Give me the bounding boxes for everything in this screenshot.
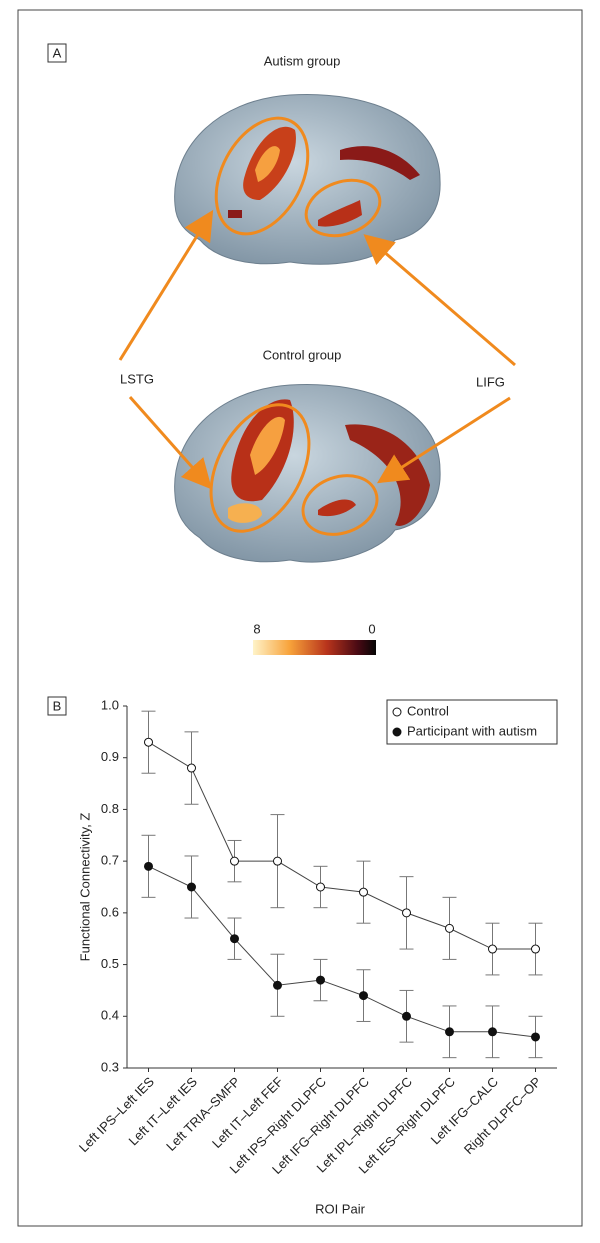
y-tick-label: 0.3 bbox=[101, 1059, 119, 1074]
arrows bbox=[118, 209, 516, 490]
y-tick-label: 1.0 bbox=[101, 697, 119, 712]
legend-label: Participant with autism bbox=[407, 723, 537, 738]
point bbox=[187, 763, 196, 773]
group-title: Autism group bbox=[264, 53, 341, 68]
point bbox=[402, 1011, 411, 1021]
series-line bbox=[148, 865, 536, 1038]
legend-box bbox=[386, 699, 558, 745]
y-tick-label: 0.4 bbox=[101, 1008, 119, 1023]
point bbox=[273, 980, 282, 990]
point bbox=[316, 882, 325, 892]
point bbox=[273, 856, 282, 866]
group-title: Control group bbox=[263, 347, 342, 362]
legend-marker bbox=[392, 707, 402, 717]
point bbox=[445, 1027, 454, 1037]
point bbox=[488, 944, 497, 954]
x-tick-label: Left IPS–Left IES bbox=[76, 1074, 157, 1155]
x-tick-label: Right DLPFC–OP bbox=[461, 1074, 544, 1157]
y-tick-label: 0.6 bbox=[101, 904, 119, 919]
y-tick-label: 0.8 bbox=[101, 801, 119, 816]
y-tick-label: 0.5 bbox=[101, 956, 119, 971]
point bbox=[230, 934, 239, 944]
panel-box bbox=[47, 43, 67, 63]
point bbox=[144, 737, 153, 747]
panel-label: B bbox=[53, 698, 62, 713]
y-tick-label: 0.7 bbox=[101, 853, 119, 868]
colorbar bbox=[253, 640, 376, 655]
x-axis-label: ROI Pair bbox=[315, 1201, 366, 1216]
y-tick-label: 0.9 bbox=[101, 749, 119, 764]
legend-label: Control bbox=[407, 703, 449, 718]
region-label: LSTG bbox=[120, 371, 154, 386]
point bbox=[488, 1027, 497, 1037]
series-line bbox=[148, 741, 536, 950]
brain-image bbox=[174, 383, 441, 563]
legend-marker bbox=[392, 727, 402, 737]
point bbox=[359, 991, 368, 1001]
colorbar-tick: 0 bbox=[368, 621, 375, 636]
point bbox=[531, 1032, 540, 1042]
point bbox=[144, 861, 153, 871]
frame bbox=[17, 9, 583, 1227]
point bbox=[445, 923, 454, 933]
y-axis-label: Functional Connectivity, Z bbox=[77, 813, 92, 962]
point bbox=[531, 944, 540, 954]
x-tick-label: Left TRIA–SMFP bbox=[163, 1074, 243, 1154]
panel-box bbox=[47, 696, 67, 716]
point bbox=[316, 975, 325, 985]
point bbox=[187, 882, 196, 892]
point bbox=[230, 856, 239, 866]
point bbox=[402, 908, 411, 918]
colorbar-tick: 8 bbox=[253, 621, 260, 636]
region-label: LIFG bbox=[476, 374, 505, 389]
point bbox=[359, 887, 368, 897]
panel-label: A bbox=[53, 45, 62, 60]
brain-image bbox=[174, 93, 441, 265]
